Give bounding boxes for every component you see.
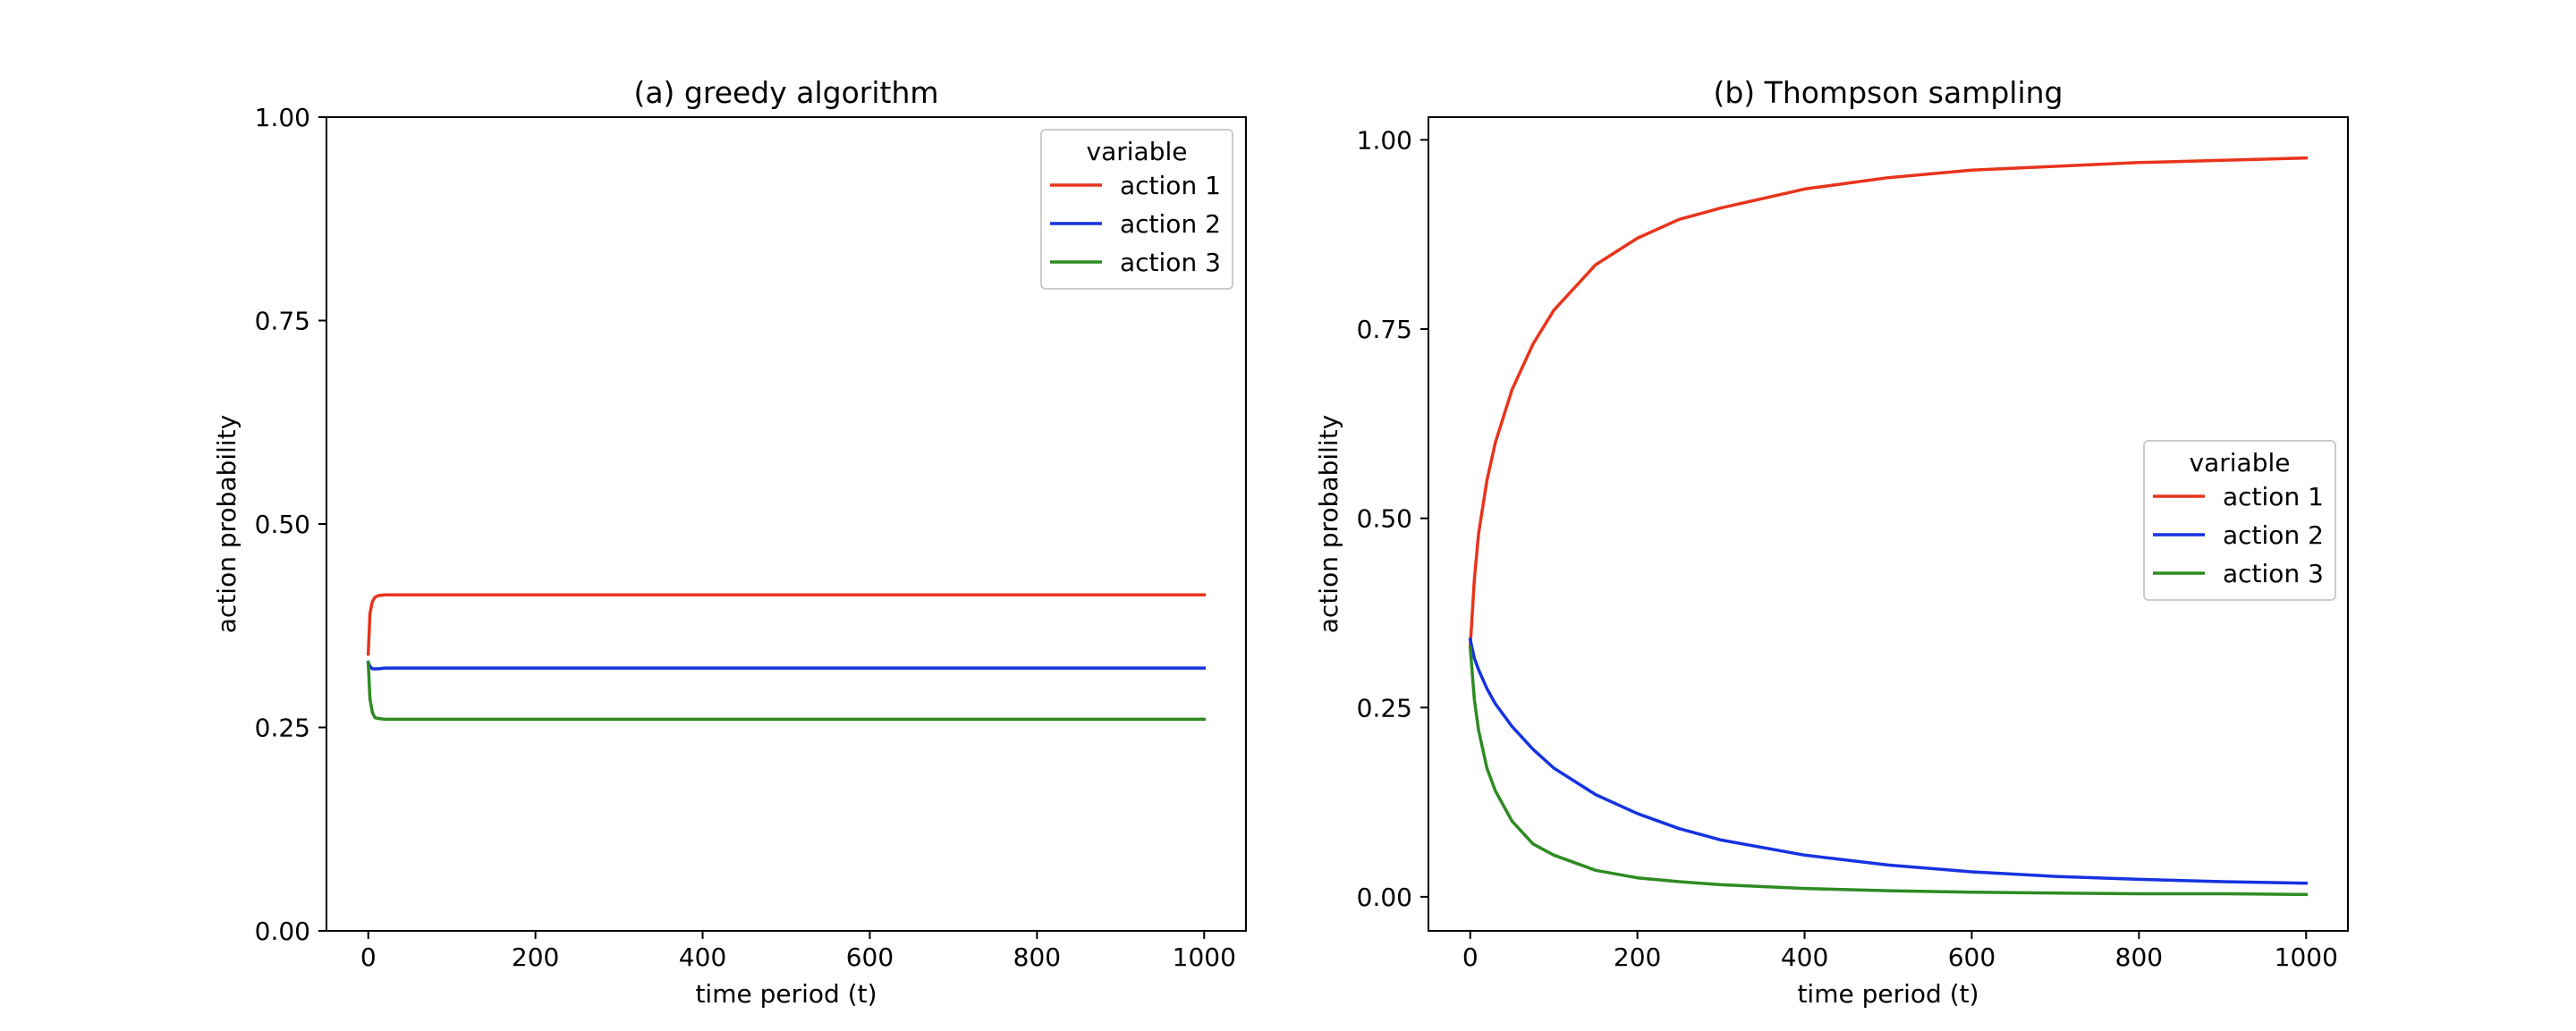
x-tick-label: 400 xyxy=(1781,942,1828,972)
series-line-action-1 xyxy=(1468,156,2309,649)
legend-label: action 1 xyxy=(1120,171,1221,200)
legend-title: variable xyxy=(1087,137,1188,166)
x-tick-label: 400 xyxy=(679,942,726,972)
series-line-action-3 xyxy=(1468,645,2309,897)
y-tick-label: 0.00 xyxy=(255,917,310,946)
chart-title: (a) greedy algorithm xyxy=(633,75,938,110)
legend-label: action 3 xyxy=(2223,559,2324,588)
legend-label: action 2 xyxy=(1120,209,1221,239)
x-tick-label: 200 xyxy=(512,942,559,972)
legend-box xyxy=(1040,129,1233,290)
y-axis-label: action probability xyxy=(1314,415,1343,633)
y-tick-label: 0.00 xyxy=(1357,883,1412,912)
x-tick-label: 1000 xyxy=(2275,942,2338,972)
series-line-action-1 xyxy=(366,593,1207,656)
chart-panel-2: 0 200 400 600 800 1000 0.00 0.25 0.50 0.75 1.00 (b)… xyxy=(1314,75,2349,1009)
chart-title: (b) Thompson sampling xyxy=(1713,75,2063,110)
x-tick-label: 200 xyxy=(1614,942,1661,972)
legend: variable action 1 action 2 action 3 xyxy=(1040,129,1233,290)
legend: variable action 1 action 2 action 3 xyxy=(2143,440,2336,601)
series-line-action-2 xyxy=(1468,638,2309,885)
y-tick-label: 0.75 xyxy=(255,307,310,336)
legend-label: action 2 xyxy=(2223,520,2324,550)
x-tick-label: 800 xyxy=(2115,942,2163,972)
plot-frame xyxy=(1428,116,2349,932)
x-tick-label: 1000 xyxy=(1173,942,1236,972)
series-line-action-3 xyxy=(366,660,1207,722)
y-tick-label: 0.25 xyxy=(1357,693,1412,723)
series-group xyxy=(366,593,1207,722)
legend-title: variable xyxy=(2190,448,2291,477)
y-axis-label: action probability xyxy=(212,415,242,633)
y-tick-label: 1.00 xyxy=(1357,125,1412,155)
x-tick-label: 600 xyxy=(846,942,894,972)
y-tick-label: 0.75 xyxy=(1357,315,1412,344)
y-tick-label: 0.25 xyxy=(255,714,310,743)
series-group xyxy=(1468,156,2309,897)
y-tick-label: 0.50 xyxy=(255,510,310,539)
x-tick-label: 600 xyxy=(1948,942,1996,972)
x-tick-label: 0 xyxy=(1462,942,1479,972)
series-line-action-2 xyxy=(366,660,1207,671)
legend-box xyxy=(2143,440,2336,601)
chart-panel-1: 0 200 400 600 800 1000 0.00 0.25 0.50 0.75 1.00 (a)… xyxy=(212,75,1247,1009)
y-tick-label: 1.00 xyxy=(255,103,310,132)
x-tick-label: 0 xyxy=(360,942,377,972)
x-tick-label: 800 xyxy=(1013,942,1061,972)
y-tick-label: 0.50 xyxy=(1357,504,1412,534)
legend-label: action 1 xyxy=(2223,482,2324,511)
x-axis-label: time period (t) xyxy=(695,979,877,1009)
x-axis-label: time period (t) xyxy=(1797,979,1979,1009)
legend-label: action 3 xyxy=(1120,248,1221,277)
